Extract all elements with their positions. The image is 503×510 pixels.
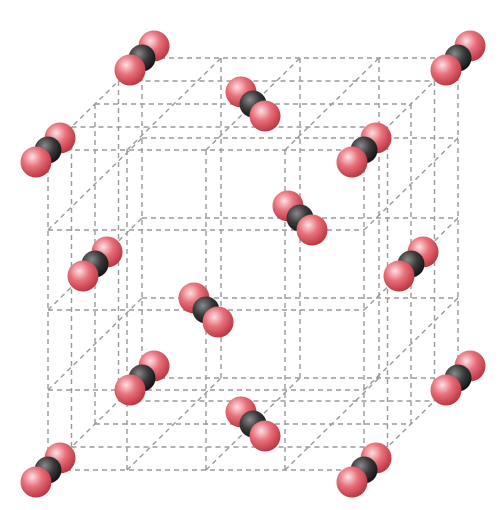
molecule-corner-back-top-right <box>430 30 486 86</box>
oxygen-atom-icon <box>383 260 415 292</box>
oxygen-atom-icon <box>67 260 99 292</box>
grid-line-z <box>126 57 222 151</box>
oxygen-atom-icon <box>20 146 52 178</box>
molecule-corner-front-top-left <box>20 122 76 178</box>
oxygen-atom-icon <box>430 54 462 86</box>
molecule-face-back <box>272 190 328 246</box>
oxygen-atom-icon <box>249 100 281 132</box>
oxygen-atom-icon <box>336 146 368 178</box>
molecule-face-right <box>383 236 439 292</box>
molecule-corner-front-bottom-right <box>336 442 392 498</box>
oxygen-atom-icon <box>430 374 462 406</box>
oxygen-atom-icon <box>249 420 281 452</box>
molecule-corner-front-bottom-left <box>20 442 76 498</box>
molecule-face-left <box>67 236 123 292</box>
oxygen-atom-icon <box>114 374 146 406</box>
molecules <box>20 30 486 498</box>
oxygen-atom-icon <box>336 466 368 498</box>
oxygen-atom-icon <box>20 466 52 498</box>
grid-line-z <box>363 297 459 391</box>
molecule-corner-front-top-right <box>336 122 392 178</box>
molecule-corner-back-bottom-right <box>430 350 486 406</box>
molecule-corner-back-bottom-left <box>114 350 170 406</box>
grid-line-z <box>363 137 459 231</box>
molecule-face-front <box>178 282 234 338</box>
molecule-corner-back-top-left <box>114 30 170 86</box>
oxygen-atom-icon <box>202 306 234 338</box>
molecule-face-bottom <box>225 396 281 452</box>
oxygen-atom-icon <box>114 54 146 86</box>
oxygen-atom-icon <box>296 214 328 246</box>
molecule-face-top <box>225 76 281 132</box>
